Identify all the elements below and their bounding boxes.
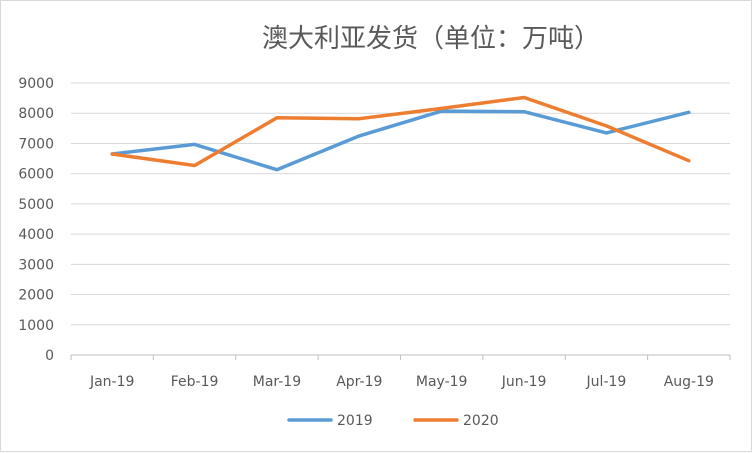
gridlines: [71, 82, 730, 326]
y-tick-label: 6000: [18, 167, 54, 183]
x-tick-label: Feb-19: [171, 374, 219, 390]
data-point-2020: [687, 159, 691, 163]
y-tick-label: 8000: [18, 106, 54, 122]
data-point-2019: [440, 109, 444, 113]
data-point-2020: [440, 106, 444, 110]
data-point-2020: [522, 96, 526, 100]
series-line-2019: [110, 109, 691, 172]
y-tick-label: 4000: [18, 227, 54, 243]
y-tick-label: 0: [45, 348, 54, 364]
x-tick-label: Jul-19: [586, 374, 627, 390]
chart-title: 澳大利亚发货（单位：万吨）: [262, 24, 600, 54]
x-tick-label: Aug-19: [664, 374, 714, 390]
data-point-2020: [357, 117, 361, 121]
y-tick-label: 2000: [18, 288, 54, 304]
legend-label-2019: 2019: [337, 413, 373, 429]
x-tick-label: Jun-19: [501, 374, 547, 390]
y-tick-label: 7000: [18, 136, 54, 152]
y-tick-label: 1000: [18, 318, 54, 334]
y-tick-label: 3000: [18, 257, 54, 273]
data-point-2019: [275, 168, 279, 172]
data-point-2020: [604, 124, 608, 128]
x-tick-label: May-19: [416, 374, 468, 390]
data-point-2020: [110, 152, 114, 156]
data-point-2019: [687, 110, 691, 114]
y-tick-label: 5000: [18, 197, 54, 213]
legend-label-2020: 2020: [463, 413, 499, 429]
data-point-2019: [357, 134, 361, 138]
x-tick-label: Apr-19: [336, 374, 382, 390]
x-tick-label: Jan-19: [89, 374, 134, 390]
y-axis-ticks: 0 1000 2000 3000 4000 5000 6000 7000 8000 9000: [18, 76, 54, 364]
data-point-2020: [193, 164, 197, 168]
x-tick-label: Mar-19: [253, 374, 301, 390]
data-point-2019: [604, 131, 608, 135]
data-point-2019: [522, 110, 526, 114]
y-tick-label: 9000: [18, 76, 54, 92]
data-point-2020: [275, 116, 279, 120]
legend: 2019 2020: [287, 413, 499, 429]
series-lines: [110, 95, 691, 172]
series-line-2020: [110, 95, 691, 168]
data-point-2019: [193, 142, 197, 146]
x-axis: Jan-19 Feb-19 Mar-19 Apr-19 May-19 Jun-19 Jul-…: [70, 354, 731, 390]
